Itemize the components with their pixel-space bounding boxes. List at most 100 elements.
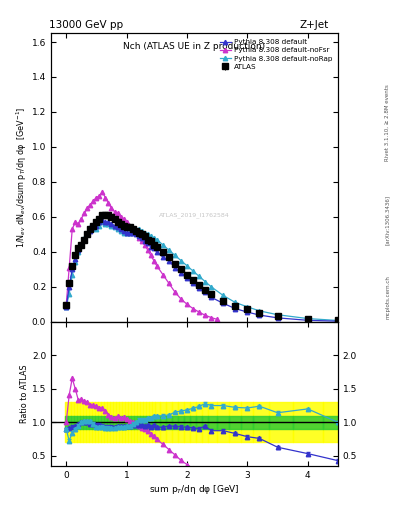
Pythia 8.308 default bbox=[91, 224, 96, 230]
Pythia 8.308 default-noFsr bbox=[154, 263, 159, 269]
Pythia 8.308 default-noFsr bbox=[106, 200, 111, 206]
Pythia 8.308 default-noRap bbox=[121, 229, 126, 236]
Pythia 8.308 default bbox=[103, 219, 108, 225]
Text: Z+Jet: Z+Jet bbox=[300, 20, 329, 31]
Pythia 8.308 default-noFsr bbox=[173, 289, 177, 295]
Pythia 8.308 default-noFsr bbox=[133, 229, 138, 236]
Pythia 8.308 default bbox=[64, 304, 68, 310]
Pythia 8.308 default bbox=[88, 228, 93, 234]
Pythia 8.308 default-noRap bbox=[109, 223, 114, 229]
Pythia 8.308 default bbox=[178, 270, 183, 276]
Pythia 8.308 default bbox=[245, 309, 250, 315]
Pythia 8.308 default bbox=[112, 223, 117, 229]
Text: 13000 GeV pp: 13000 GeV pp bbox=[50, 20, 123, 31]
Pythia 8.308 default-noRap bbox=[112, 224, 117, 230]
Pythia 8.308 default-noRap bbox=[185, 263, 189, 269]
Pythia 8.308 default bbox=[106, 219, 111, 225]
Pythia 8.308 default bbox=[67, 284, 72, 290]
Pythia 8.308 default-noFsr bbox=[209, 314, 213, 321]
Pythia 8.308 default-noRap bbox=[221, 292, 226, 298]
Pythia 8.308 default bbox=[82, 237, 87, 243]
Pythia 8.308 default-noRap bbox=[130, 228, 135, 234]
Pythia 8.308 default-noFsr bbox=[167, 280, 171, 286]
Pythia 8.308 default bbox=[209, 294, 213, 301]
Pythia 8.308 default-noFsr bbox=[88, 202, 93, 208]
Pythia 8.308 default-noFsr bbox=[112, 208, 117, 215]
Pythia 8.308 default bbox=[97, 219, 102, 225]
Pythia 8.308 default-noRap bbox=[160, 242, 165, 248]
Pythia 8.308 default bbox=[154, 249, 159, 255]
Pythia 8.308 default bbox=[185, 275, 189, 281]
Pythia 8.308 default bbox=[197, 285, 202, 291]
Pythia 8.308 default bbox=[257, 312, 262, 318]
Pythia 8.308 default bbox=[160, 254, 165, 260]
Pythia 8.308 default-noFsr bbox=[70, 226, 75, 232]
Pythia 8.308 default bbox=[133, 231, 138, 238]
Pythia 8.308 default-noRap bbox=[305, 315, 310, 322]
Pythia 8.308 default bbox=[203, 289, 208, 295]
Pythia 8.308 default-noRap bbox=[178, 258, 183, 264]
Pythia 8.308 default-noFsr bbox=[118, 214, 123, 220]
Pythia 8.308 default-noRap bbox=[145, 231, 150, 238]
Pythia 8.308 default-noRap bbox=[154, 237, 159, 243]
Legend: Pythia 8.308 default, Pythia 8.308 default-noFsr, Pythia 8.308 default-noRap, AT: Pythia 8.308 default, Pythia 8.308 defau… bbox=[218, 37, 334, 72]
Pythia 8.308 default-noFsr bbox=[94, 195, 99, 201]
Pythia 8.308 default-noFsr bbox=[103, 195, 108, 201]
Pythia 8.308 default bbox=[233, 306, 238, 312]
Pythia 8.308 default-noFsr bbox=[160, 271, 165, 278]
Pythia 8.308 default-noFsr bbox=[149, 252, 153, 259]
Pythia 8.308 default-noFsr bbox=[127, 223, 132, 229]
Pythia 8.308 default-noRap bbox=[94, 226, 99, 232]
Pythia 8.308 default bbox=[221, 300, 226, 306]
Pythia 8.308 default bbox=[336, 318, 340, 324]
Pythia 8.308 default-noFsr bbox=[121, 216, 126, 222]
Pythia 8.308 default-noFsr bbox=[67, 264, 72, 270]
Pythia 8.308 default bbox=[167, 258, 171, 264]
Pythia 8.308 default bbox=[118, 226, 123, 232]
Pythia 8.308 default-noFsr bbox=[76, 221, 81, 227]
Pythia 8.308 default bbox=[136, 233, 141, 239]
Pythia 8.308 default bbox=[149, 244, 153, 250]
Line: Pythia 8.308 default-noFsr: Pythia 8.308 default-noFsr bbox=[64, 190, 219, 322]
Pythia 8.308 default bbox=[121, 228, 126, 234]
Pythia 8.308 default bbox=[127, 229, 132, 236]
Pythia 8.308 default-noRap bbox=[64, 304, 68, 310]
Pythia 8.308 default bbox=[124, 229, 129, 236]
Pythia 8.308 default-noRap bbox=[88, 224, 93, 230]
Pythia 8.308 default bbox=[100, 217, 105, 223]
Line: Pythia 8.308 default: Pythia 8.308 default bbox=[64, 218, 340, 324]
Pythia 8.308 default-noFsr bbox=[191, 306, 195, 312]
Pythia 8.308 default-noFsr bbox=[91, 198, 96, 204]
Pythia 8.308 default-noFsr bbox=[124, 219, 129, 225]
Text: [arXiv:1306.3436]: [arXiv:1306.3436] bbox=[385, 195, 390, 245]
Pythia 8.308 default bbox=[79, 242, 84, 248]
Pythia 8.308 default-noRap bbox=[167, 247, 171, 253]
Pythia 8.308 default-noFsr bbox=[203, 312, 208, 318]
Pythia 8.308 default-noRap bbox=[115, 226, 120, 232]
Pythia 8.308 default-noRap bbox=[245, 304, 250, 310]
Text: Nch (ATLAS UE in Z production): Nch (ATLAS UE in Z production) bbox=[123, 42, 266, 51]
Y-axis label: 1/N$_{ev}$ dN$_{ev}$/dsum p$_T$/dη dφ  [GeV$^{-1}$]: 1/N$_{ev}$ dN$_{ev}$/dsum p$_T$/dη dφ [G… bbox=[15, 107, 29, 248]
Pythia 8.308 default-noRap bbox=[106, 221, 111, 227]
Line: Pythia 8.308 default-noRap: Pythia 8.308 default-noRap bbox=[64, 220, 340, 323]
Pythia 8.308 default-noFsr bbox=[185, 301, 189, 307]
Pythia 8.308 default-noRap bbox=[67, 291, 72, 297]
Pythia 8.308 default-noRap bbox=[233, 300, 238, 306]
Y-axis label: Ratio to ATLAS: Ratio to ATLAS bbox=[20, 365, 29, 423]
Pythia 8.308 default-noRap bbox=[149, 233, 153, 239]
Pythia 8.308 default-noFsr bbox=[151, 258, 156, 264]
Pythia 8.308 default-noFsr bbox=[85, 205, 90, 211]
Pythia 8.308 default bbox=[115, 224, 120, 230]
Text: mcplots.cern.ch: mcplots.cern.ch bbox=[385, 275, 390, 319]
Pythia 8.308 default bbox=[191, 280, 195, 286]
Pythia 8.308 default-noRap bbox=[133, 228, 138, 234]
Pythia 8.308 default-noRap bbox=[275, 312, 280, 318]
Pythia 8.308 default-noRap bbox=[73, 259, 77, 265]
Pythia 8.308 default-noRap bbox=[118, 228, 123, 234]
Text: Rivet 3.1.10, ≥ 2.8M events: Rivet 3.1.10, ≥ 2.8M events bbox=[385, 84, 390, 161]
Pythia 8.308 default-noRap bbox=[127, 229, 132, 236]
Pythia 8.308 default-noFsr bbox=[142, 242, 147, 248]
Pythia 8.308 default-noRap bbox=[82, 234, 87, 241]
Pythia 8.308 default bbox=[94, 223, 99, 229]
Pythia 8.308 default bbox=[142, 238, 147, 244]
